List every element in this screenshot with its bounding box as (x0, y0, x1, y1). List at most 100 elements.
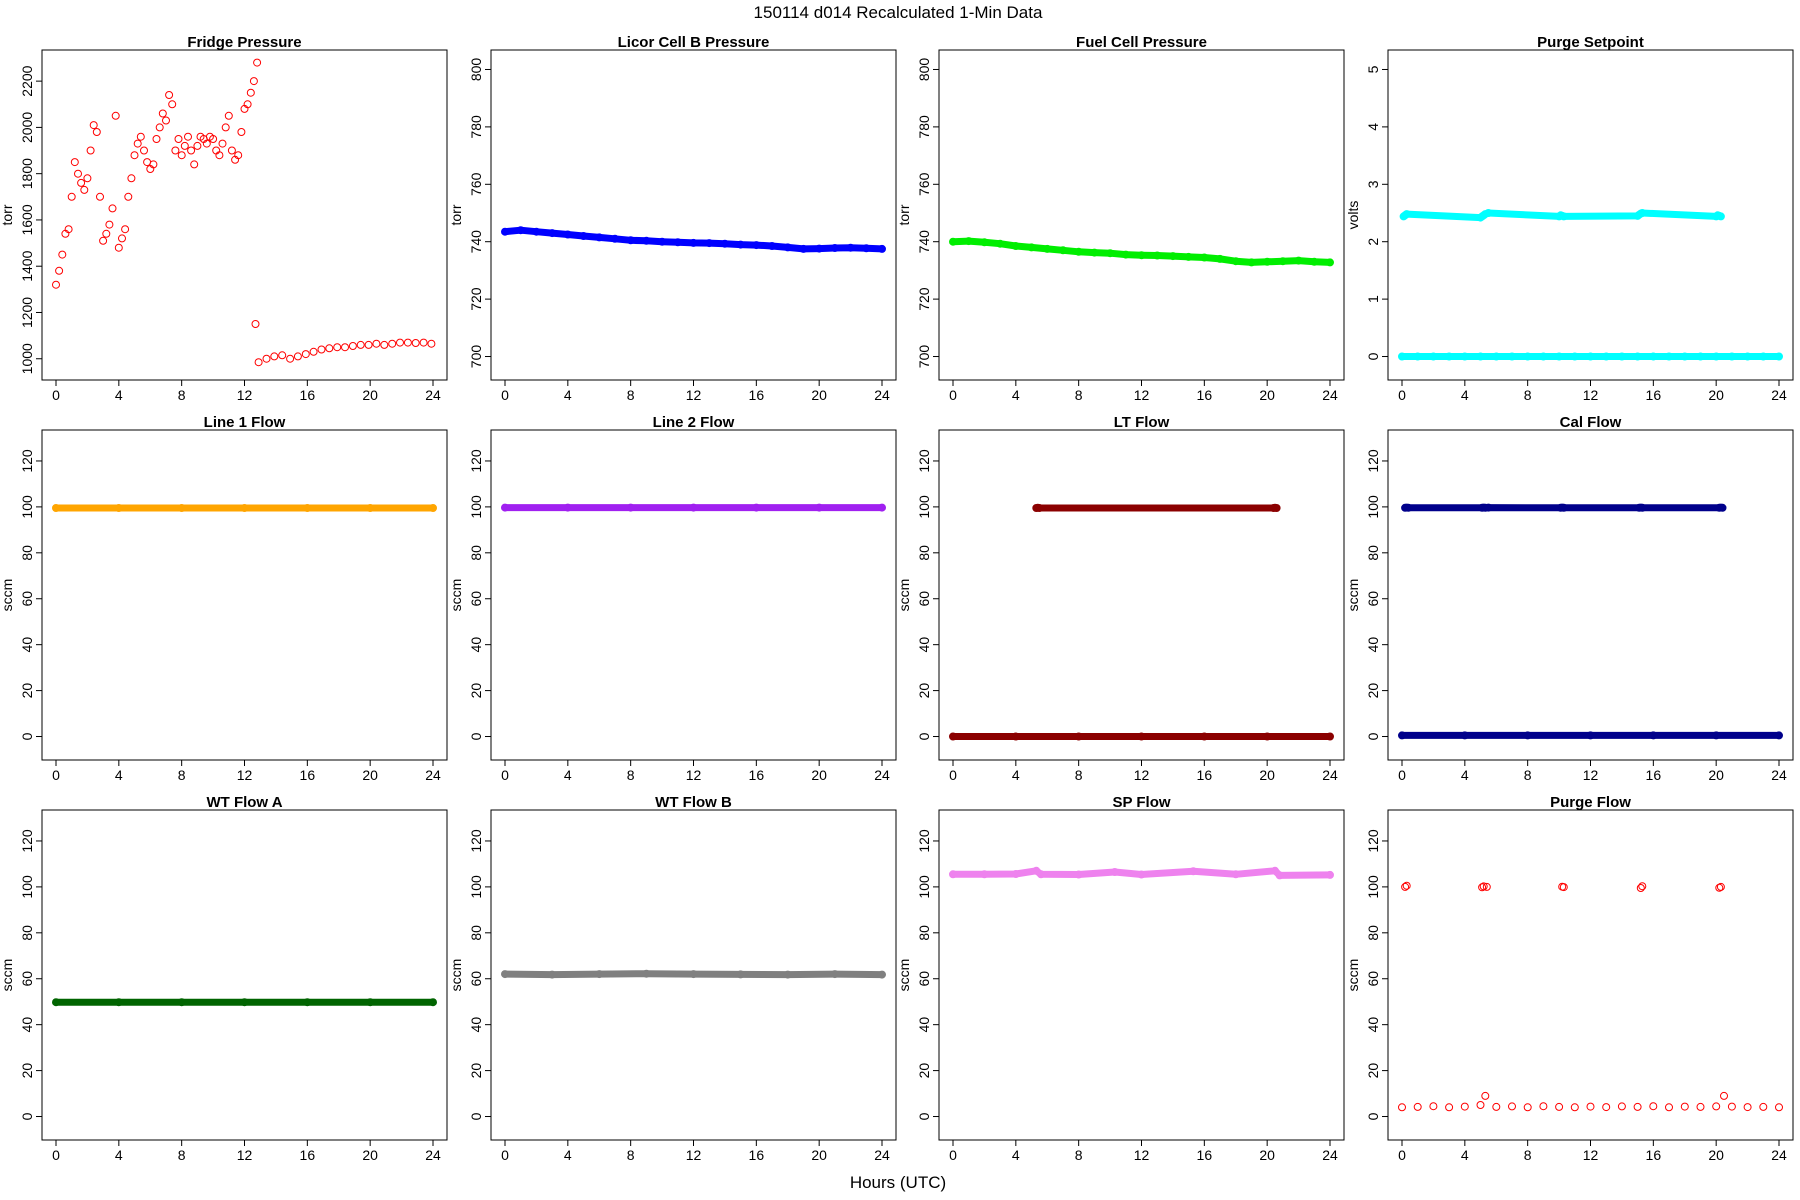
data-point (286, 354, 295, 363)
y-tick-label: 800 (468, 58, 484, 82)
data-point (215, 151, 224, 160)
y-tick-label: 80 (916, 545, 932, 561)
x-tick-label: 8 (627, 767, 635, 783)
x-tick-label: 4 (564, 387, 572, 403)
series-0 (501, 226, 886, 253)
data-point (1326, 258, 1334, 267)
x-tick-label: 8 (178, 387, 186, 403)
x-tick-label: 20 (811, 767, 827, 783)
data-point (1482, 882, 1491, 891)
panel-frame (938, 809, 1345, 1141)
x-tick-label: 4 (564, 767, 572, 783)
data-point (830, 244, 839, 252)
data-point (1398, 352, 1406, 361)
data-point (949, 237, 957, 246)
y-tick-label: 5 (1365, 65, 1381, 73)
data-point (136, 132, 145, 141)
data-point (348, 342, 357, 350)
data-point (1476, 1101, 1485, 1109)
data-point (1586, 1102, 1595, 1111)
y-tick-label: 60 (916, 591, 932, 607)
y-tick-label: 2200 (19, 65, 35, 96)
y-axis-label: sccm (0, 959, 15, 992)
data-point (152, 135, 161, 143)
panel-title: Purge Setpoint (1537, 34, 1644, 51)
x-tick-label: 4 (1012, 1147, 1020, 1163)
y-tick-label: 780 (916, 115, 932, 139)
x-tick-label: 0 (501, 387, 509, 403)
data-point (1231, 257, 1240, 266)
data-point (83, 174, 92, 183)
data-point (1413, 1102, 1422, 1111)
data-point (996, 239, 1005, 248)
x-tick-label: 8 (627, 1147, 635, 1163)
data-point (165, 91, 174, 99)
x-tick-label: 0 (949, 767, 957, 783)
y-tick-label: 120 (1365, 449, 1381, 473)
data-point (1216, 254, 1224, 263)
y-tick-label: 100 (1365, 495, 1381, 519)
y-tick-label: 100 (19, 875, 35, 899)
y-tick-label: 100 (19, 495, 35, 519)
data-point (52, 280, 60, 289)
data-point (429, 998, 437, 1007)
y-tick-label: 20 (19, 1063, 35, 1079)
data-point (501, 503, 509, 512)
y-tick-label: 1600 (19, 204, 35, 235)
panel-sp-flow: SP Flow 0 4 8 12 16 20 24 0 20 40 60 80 100 120 sccm (896, 794, 1345, 1163)
data-point (563, 230, 572, 239)
y-tick-label: 0 (468, 1112, 484, 1120)
data-point (427, 339, 436, 348)
series-0 (949, 866, 1334, 880)
data-point (1696, 1102, 1705, 1111)
data-point (1680, 1102, 1689, 1111)
data-point (1720, 1091, 1728, 1100)
data-point (333, 343, 342, 352)
x-tick-label: 12 (237, 767, 253, 783)
series-1 (1032, 503, 1281, 512)
data-point (419, 338, 428, 347)
data-point (325, 344, 334, 353)
y-tick-label: 40 (19, 637, 35, 653)
data-point (752, 503, 761, 512)
panel-fuel-cell-pressure: Fuel Cell Pressure 0 4 8 12 16 20 24 700 720 740 76… (896, 34, 1345, 403)
data-point (58, 250, 67, 259)
x-tick-label: 16 (300, 767, 316, 783)
y-tick-label: 60 (19, 591, 35, 607)
y-tick-label: 740 (916, 230, 932, 254)
x-tick-label: 24 (1771, 1147, 1787, 1163)
data-point (611, 234, 619, 243)
data-point (301, 350, 310, 359)
panel-title: WT Flow B (655, 794, 732, 811)
x-tick-label: 20 (362, 387, 378, 403)
y-axis-label: sccm (896, 579, 912, 612)
x-tick-label: 20 (811, 1147, 827, 1163)
x-tick-label: 12 (1583, 767, 1599, 783)
data-point (388, 339, 397, 348)
data-point (89, 121, 98, 130)
x-tick-label: 20 (362, 767, 378, 783)
data-point (501, 970, 509, 979)
data-point (249, 77, 258, 86)
x-tick-label: 16 (300, 1147, 316, 1163)
panel-frame (490, 49, 897, 381)
data-point (1460, 731, 1469, 740)
data-point (1484, 503, 1493, 512)
data-point (356, 340, 365, 349)
data-point (1775, 731, 1783, 740)
x-tick-label: 24 (1322, 1147, 1338, 1163)
x-tick-label: 8 (178, 767, 186, 783)
series-1 (1399, 209, 1725, 222)
data-point (783, 243, 792, 252)
data-point (67, 192, 76, 201)
data-point (254, 358, 263, 367)
data-point (1189, 867, 1198, 876)
x-tick-label: 12 (237, 1147, 253, 1163)
y-tick-label: 120 (1365, 829, 1381, 853)
panel-title: Cal Flow (1560, 414, 1622, 431)
data-point (1586, 731, 1595, 740)
y-tick-label: 0 (916, 1112, 932, 1120)
y-tick-label: 20 (19, 683, 35, 699)
